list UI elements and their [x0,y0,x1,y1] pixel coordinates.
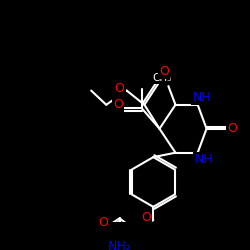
Text: O: O [227,122,237,135]
Text: O: O [159,64,169,78]
Text: NH: NH [193,91,212,104]
Text: O: O [141,211,151,224]
Text: CH₃: CH₃ [152,73,172,83]
Text: O: O [114,82,124,95]
Text: NH₂: NH₂ [108,240,132,250]
Text: O: O [98,216,108,229]
Text: NH: NH [194,153,213,166]
Text: O: O [113,98,123,111]
